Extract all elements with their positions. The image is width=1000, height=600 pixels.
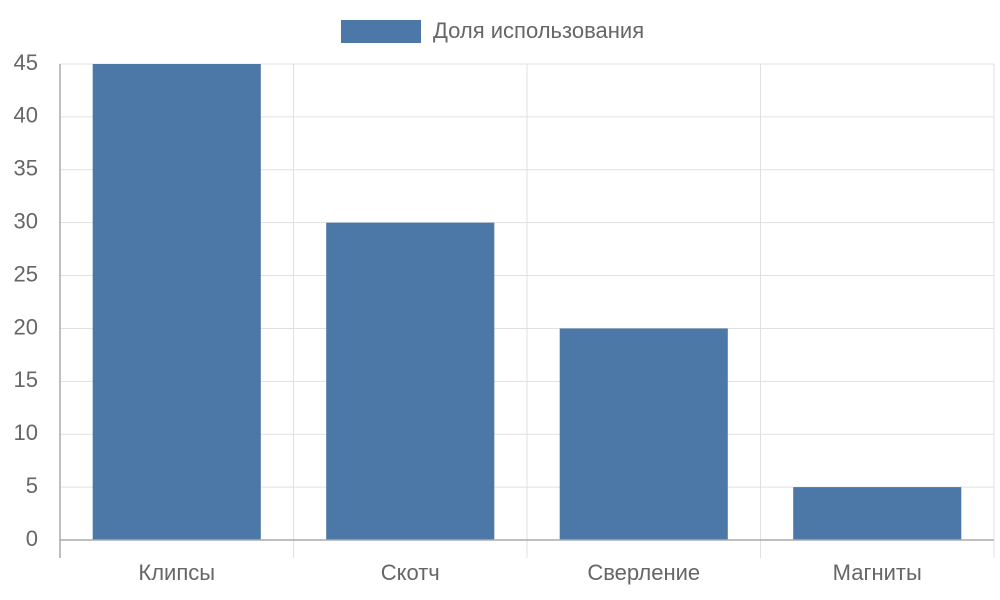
y-tick-label: 35 [14, 156, 38, 181]
y-tick-label: 25 [14, 261, 38, 286]
x-tick-label: Сверление [587, 560, 700, 585]
y-tick-label: 0 [26, 526, 38, 551]
bar [793, 487, 962, 540]
y-tick-label: 30 [14, 208, 38, 233]
y-tick-label: 15 [14, 367, 38, 392]
bar [559, 328, 728, 540]
y-tick-label: 5 [26, 473, 38, 498]
bar [326, 222, 495, 540]
x-tick-label: Клипсы [138, 560, 215, 585]
y-tick-label: 10 [14, 420, 38, 445]
x-tick-label: Скотч [381, 560, 440, 585]
bar [92, 64, 261, 540]
legend-label[interactable]: Доля использования [433, 18, 644, 43]
y-tick-label: 45 [14, 50, 38, 75]
legend-swatch[interactable] [341, 20, 421, 43]
y-tick-label: 20 [14, 314, 38, 339]
x-tick-label: Магниты [833, 560, 922, 585]
y-tick-label: 40 [14, 103, 38, 128]
